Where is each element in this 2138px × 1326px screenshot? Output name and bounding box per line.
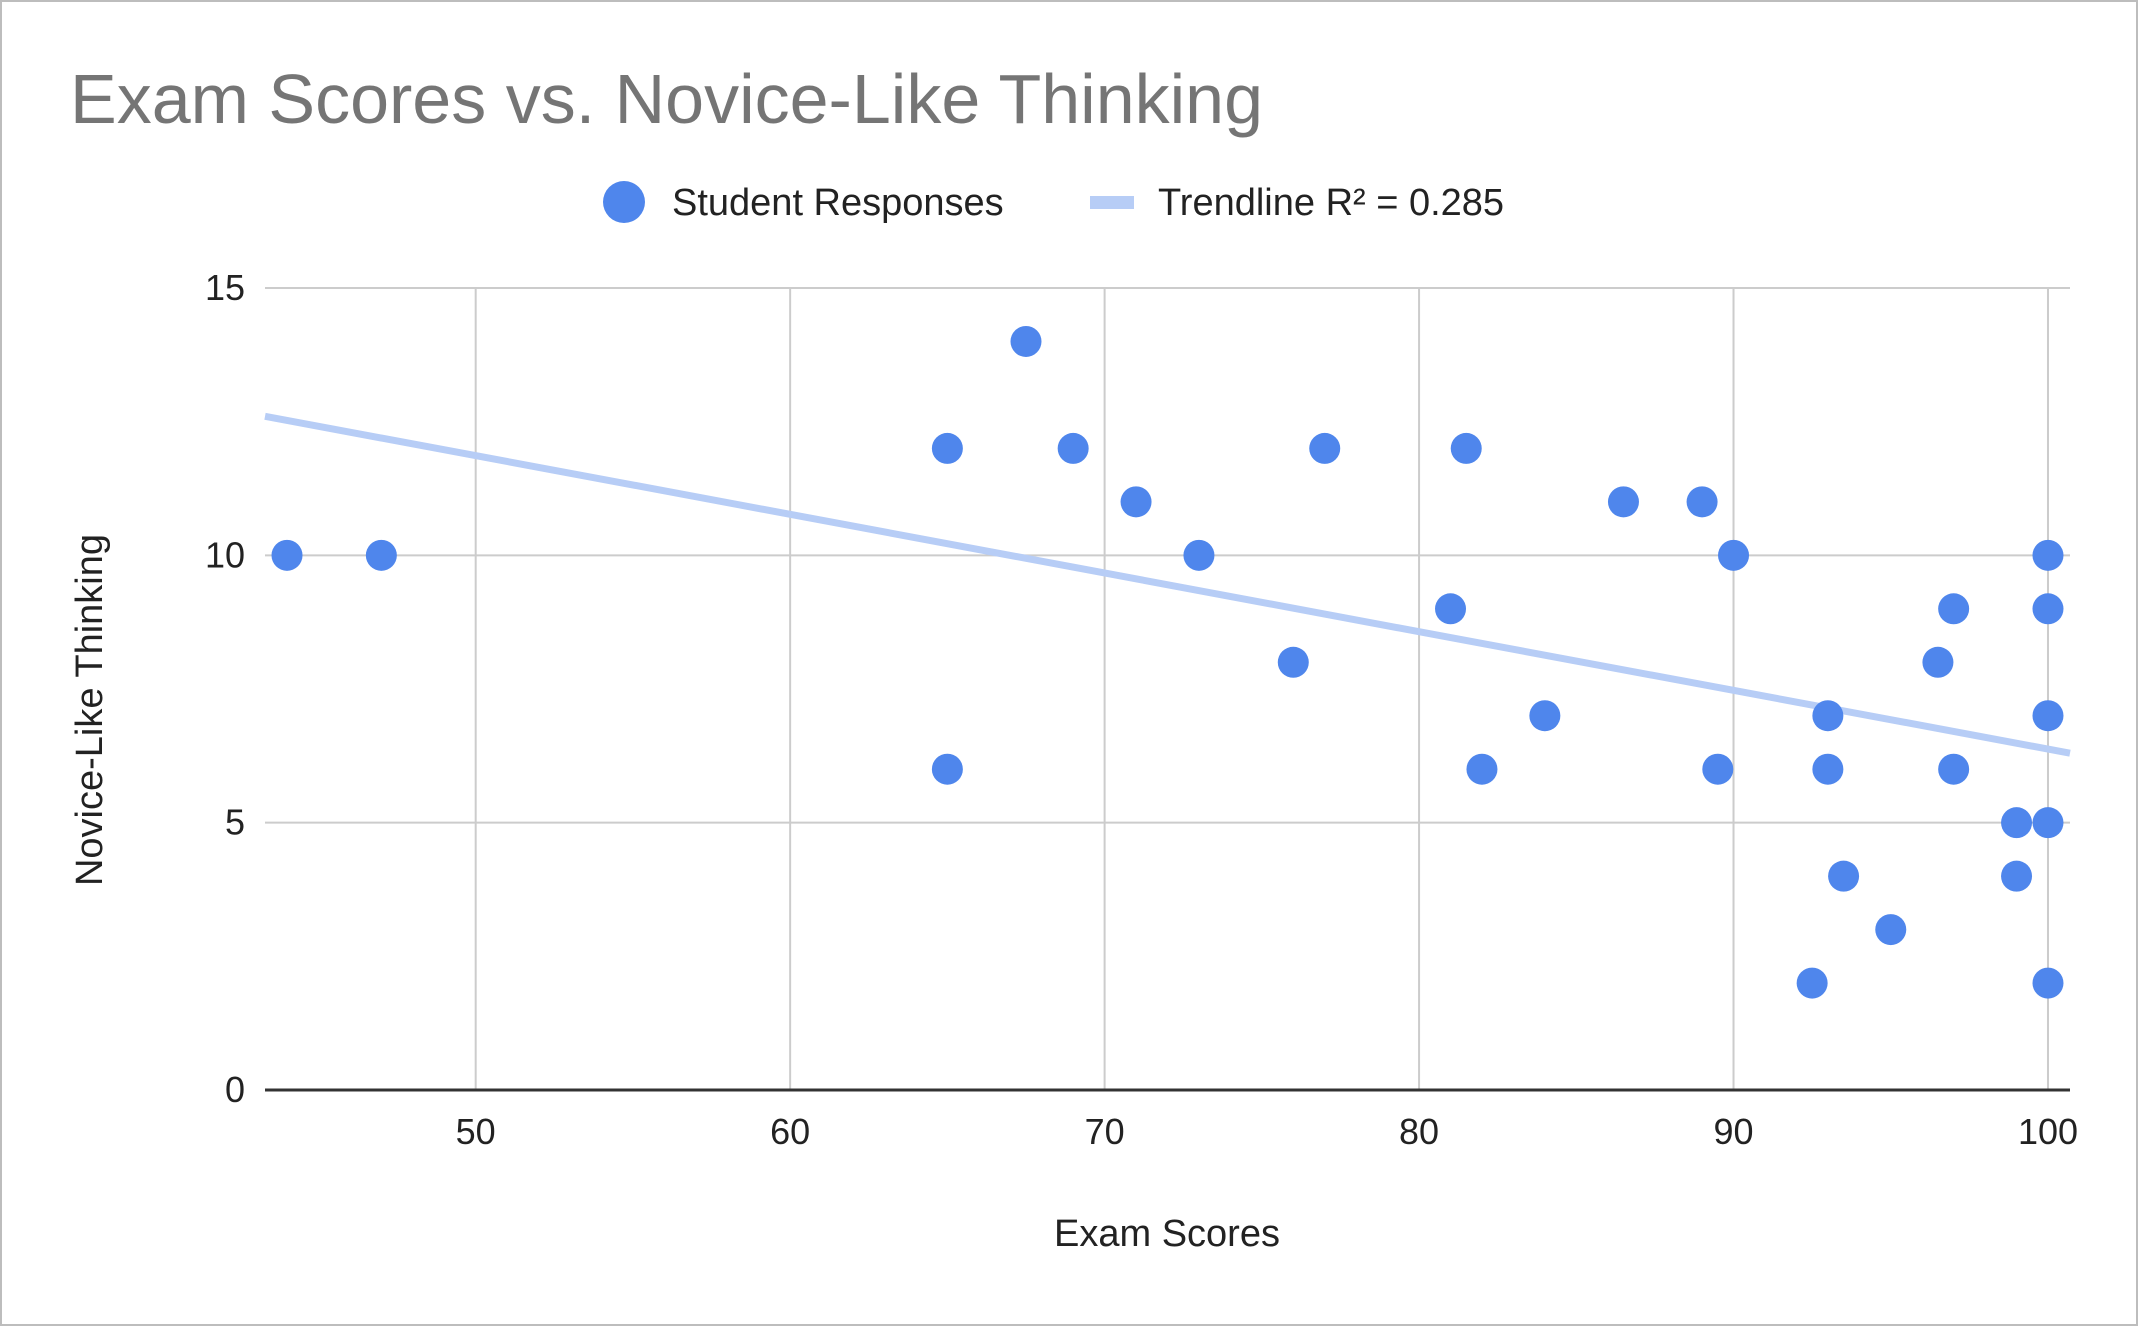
data-point-1 [365,539,397,571]
data-point-3 [931,753,963,785]
data-points [271,325,2064,999]
data-point-19 [1812,700,1844,732]
data-point-25 [1938,753,1970,785]
gridlines [265,287,2070,1090]
y-tick-label-15: 15 [205,267,245,308]
data-point-18 [1796,967,1828,999]
data-point-11 [1450,432,1482,464]
legend-marker-trendline [1090,196,1134,209]
data-point-27 [2001,860,2033,892]
data-point-21 [1828,860,1860,892]
y-tick-label-0: 0 [225,1069,245,1110]
data-point-12 [1466,753,1498,785]
data-point-14 [1607,486,1639,518]
x-tick-label-90: 90 [1714,1111,1754,1152]
data-point-26 [2001,807,2033,839]
legend-marker-student-responses [603,181,645,223]
data-point-24 [1938,593,1970,625]
y-tick-label-5: 5 [225,802,245,843]
trendline-layer [264,412,2071,757]
y-axis-label: Novice-Like Thinking [69,534,111,886]
data-point-28 [2032,539,2064,571]
y-tick-label-10: 10 [205,534,245,575]
data-point-4 [1010,325,1042,357]
axes: 0 5 10 15 50 60 70 80 90 100 [205,267,2078,1152]
data-point-2 [931,432,963,464]
x-tick-label-60: 60 [770,1111,810,1152]
data-point-8 [1277,646,1309,678]
data-point-17 [1718,539,1750,571]
x-tick-label-50: 50 [456,1111,496,1152]
x-axis-label: Exam Scores [1054,1213,1280,1255]
data-point-15 [1686,486,1718,518]
data-point-20 [1812,753,1844,785]
legend: Student Responses Trendline R² = 0.285 [603,181,1504,224]
data-point-31 [2032,807,2064,839]
data-point-22 [1875,914,1907,946]
legend-label-trendline: Trendline R² = 0.285 [1158,182,1504,224]
data-point-10 [1435,593,1467,625]
data-point-23 [1922,646,1954,678]
data-point-0 [271,539,303,571]
x-tick-label-100: 100 [2018,1111,2078,1152]
trendline [264,412,2071,757]
x-tick-label-70: 70 [1085,1111,1125,1152]
legend-label-student-responses: Student Responses [672,182,1004,224]
data-point-30 [2032,700,2064,732]
x-tick-label-80: 80 [1399,1111,1439,1152]
data-point-6 [1120,486,1152,518]
data-point-16 [1702,753,1734,785]
chart-title: Exam Scores vs. Novice-Like Thinking [70,60,1263,138]
data-point-5 [1057,432,1089,464]
data-point-7 [1183,539,1215,571]
data-point-13 [1529,700,1561,732]
data-point-29 [2032,593,2064,625]
data-point-32 [2032,967,2064,999]
data-point-9 [1309,432,1341,464]
